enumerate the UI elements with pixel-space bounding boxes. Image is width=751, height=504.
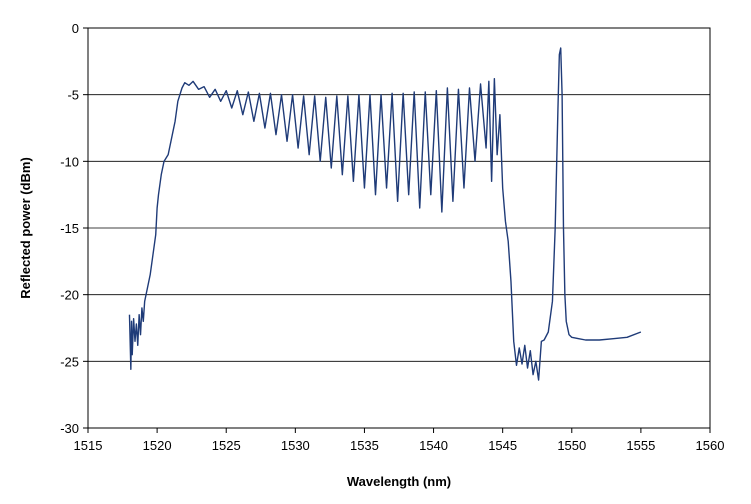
x-tick-label: 1525 <box>212 438 241 453</box>
x-tick-label: 1545 <box>488 438 517 453</box>
x-tick-label: 1515 <box>74 438 103 453</box>
y-tick-label: 0 <box>72 21 79 36</box>
series-line <box>128 47 642 381</box>
y-tick-label: -15 <box>60 221 79 236</box>
x-tick-label: 1535 <box>350 438 379 453</box>
x-tick-label: 1540 <box>419 438 448 453</box>
y-tick-label: -20 <box>60 288 79 303</box>
gridlines <box>88 94 710 362</box>
y-tick-label: -10 <box>60 154 79 169</box>
y-axis-title: Reflected power (dBm) <box>18 157 33 299</box>
y-tick-label: -25 <box>60 354 79 369</box>
y-axis-ticks: 0 -5 -10 -15 -20 -25 -30 <box>60 21 88 436</box>
x-tick-label: 1555 <box>626 438 655 453</box>
x-tick-label: 1520 <box>143 438 172 453</box>
x-tick-label: 1550 <box>557 438 586 453</box>
x-tick-label: 1560 <box>696 438 725 453</box>
x-axis-ticks: 1515 1520 1525 1530 1535 1540 1545 1550 1555 1560 <box>74 428 725 453</box>
y-tick-label: -5 <box>67 88 79 103</box>
x-axis-title: Wavelength (nm) <box>347 474 451 489</box>
x-tick-label: 1530 <box>281 438 310 453</box>
y-tick-label: -30 <box>60 421 79 436</box>
